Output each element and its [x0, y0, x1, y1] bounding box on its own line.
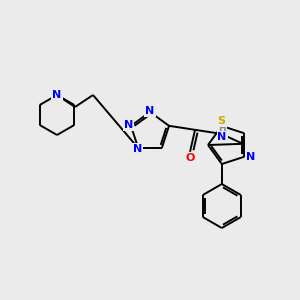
Text: O: O: [185, 153, 195, 163]
Text: N: N: [246, 152, 255, 162]
Text: N: N: [146, 106, 154, 116]
Text: N: N: [124, 120, 134, 130]
Text: N: N: [218, 132, 226, 142]
Text: N: N: [133, 144, 142, 154]
Text: H: H: [218, 124, 226, 133]
Text: N: N: [52, 90, 62, 100]
Text: S: S: [217, 116, 225, 126]
